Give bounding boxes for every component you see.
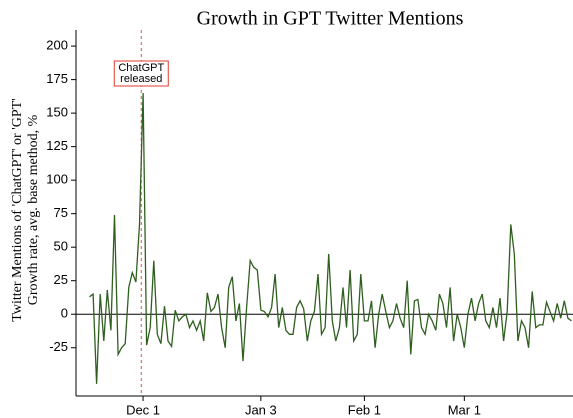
annotation: released [120,73,162,85]
annotation: ChatGPT [118,62,164,74]
y-axis-title: Twitter Mentions of 'ChatGPT' or 'GPT' [10,98,25,321]
y-tick-label: -25 [49,339,68,354]
x-tick-label: Feb 1 [348,402,381,417]
y-tick-label: 200 [46,38,68,53]
y-tick-label: 25 [54,272,68,287]
y-tick-label: 125 [46,138,68,153]
annotation-box [113,60,169,87]
y-tick-label: 150 [46,105,68,120]
x-tick-label: Jan 3 [245,402,277,417]
data-line [89,92,572,384]
x-tick-label: Dec 1 [126,402,160,417]
y-tick-label: 100 [46,172,68,187]
chart-title: Growth in GPT Twitter Mentions [197,8,464,30]
y-tick-label: 75 [54,205,68,220]
x-tick-label: Mar 1 [448,402,481,417]
y-axis-title: Growth rate, avg. base method, % [26,114,41,305]
y-tick-label: 0 [61,306,68,321]
y-tick-label: 50 [54,239,68,254]
y-tick-label: 175 [46,71,68,86]
